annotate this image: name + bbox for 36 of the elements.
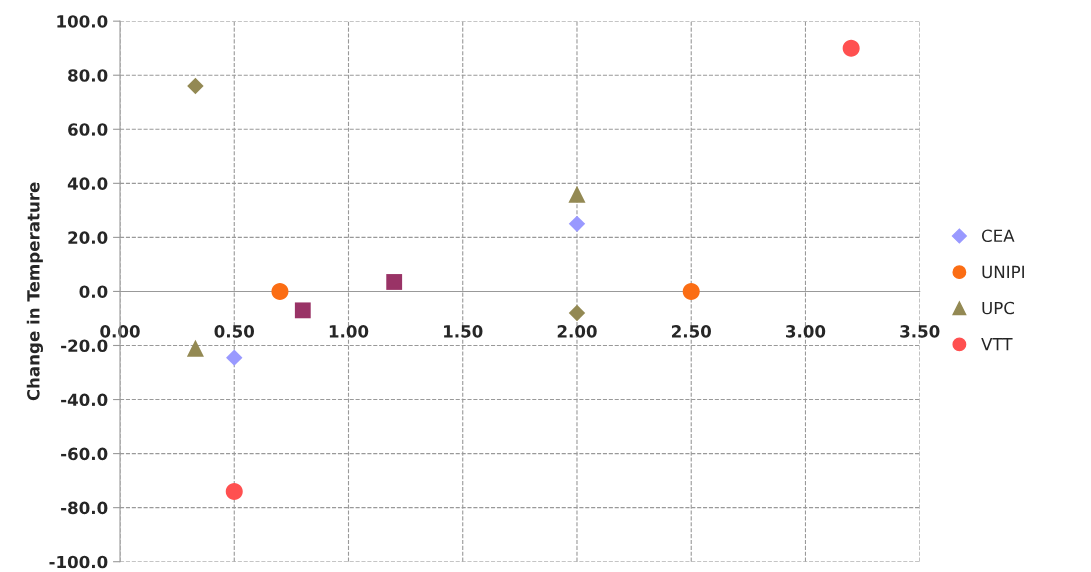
- point: [187, 77, 204, 95]
- point: [842, 39, 860, 57]
- x-tick-label: 3.50: [900, 325, 940, 338]
- x-tick-label: 2.50: [671, 325, 711, 338]
- y-tick-label: -80.0: [61, 501, 108, 515]
- point: [386, 274, 403, 290]
- x-tick-label: 2.00: [557, 325, 597, 338]
- x-tick-label: 3.00: [786, 325, 826, 338]
- legend-label: CEA: [981, 229, 1015, 243]
- y-tick-label: 40.0: [67, 177, 108, 190]
- point: [568, 185, 586, 203]
- y-tick-label: 20.0: [68, 231, 108, 244]
- y-tick-label: -60.0: [61, 447, 108, 461]
- point: [294, 302, 311, 319]
- point: [186, 339, 204, 357]
- point: [225, 482, 243, 500]
- y-tick-label: -20.0: [61, 339, 108, 353]
- point: [271, 282, 289, 300]
- point: [568, 215, 586, 233]
- legend-label: VTT: [981, 338, 1013, 351]
- x-tick-label: 1.50: [444, 325, 483, 338]
- y-tick-label: 100.0: [57, 15, 108, 28]
- y-tick-label: 0.0: [79, 285, 108, 298]
- point: [568, 304, 586, 322]
- y-axis-title: Change in Temperature: [26, 182, 44, 401]
- y-tick-label: -100.0: [49, 555, 108, 569]
- point: [682, 282, 700, 300]
- x-tick-label: 1.00: [329, 325, 369, 338]
- x-tick-label: 0.00: [100, 325, 140, 338]
- y-tick-label: 60.0: [68, 123, 108, 136]
- y-tick-label: 80.0: [68, 69, 108, 82]
- x-tick-label: 0.50: [214, 325, 255, 338]
- point: [226, 349, 243, 366]
- legend-label: UNIPI: [982, 265, 1024, 279]
- legend-label: UPC: [982, 301, 1015, 315]
- y-tick-label: -40.0: [61, 393, 108, 407]
